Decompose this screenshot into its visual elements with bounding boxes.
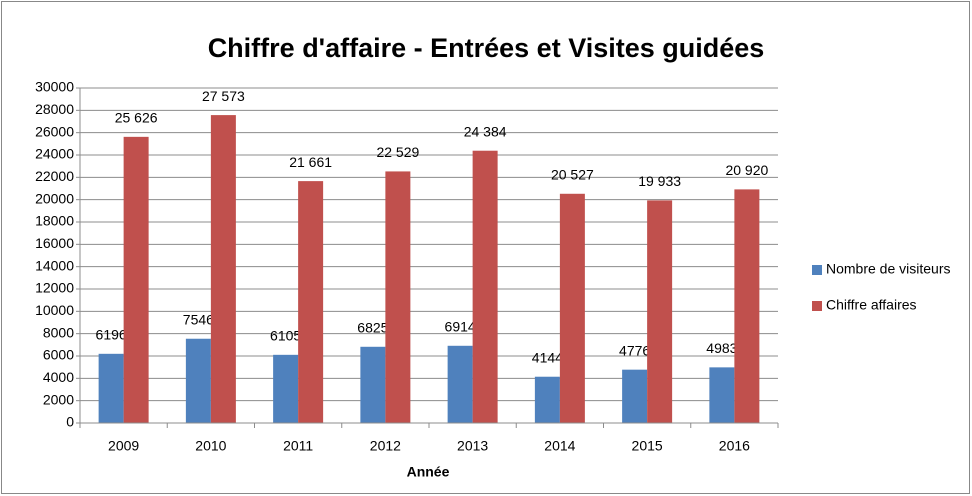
x-tick-label: 2011 (283, 438, 313, 454)
value-label: 4983 (706, 340, 737, 356)
y-tick-label: 12000 (35, 280, 74, 296)
y-tick-label: 30000 (35, 79, 74, 95)
value-label: 27 573 (202, 88, 245, 104)
y-tick-label: 0 (66, 414, 74, 430)
value-label: 6914 (445, 318, 476, 334)
y-tick-label: 26000 (35, 123, 74, 139)
y-tick-label: 4000 (43, 369, 74, 385)
value-label: 25 626 (115, 110, 158, 126)
value-label: 19 933 (638, 173, 681, 189)
value-label: 6105 (270, 328, 301, 344)
x-tick-label: 2013 (457, 438, 488, 454)
y-tick-label: 2000 (43, 391, 74, 407)
x-tick-label: 2009 (108, 438, 139, 454)
y-tick-label: 16000 (35, 235, 74, 251)
bar (210, 115, 236, 423)
value-label: 20 527 (551, 166, 594, 182)
bar (298, 181, 324, 423)
y-tick-label: 20000 (35, 190, 74, 206)
value-label: 7546 (183, 311, 214, 327)
x-tick-label: 2012 (370, 438, 401, 454)
bar (273, 354, 299, 423)
value-label: 20 920 (725, 162, 768, 178)
x-tick-label: 2016 (719, 438, 750, 454)
bar (534, 376, 560, 423)
bar (709, 367, 735, 423)
bar (559, 193, 585, 423)
value-label: 6196 (96, 327, 127, 343)
y-tick-label: 18000 (35, 213, 74, 229)
value-label: 24 384 (464, 123, 507, 139)
legend-label: Nombre de visiteurs (826, 261, 951, 277)
bar (98, 353, 124, 423)
legend-label: Chiffre affaires (826, 297, 917, 313)
chart-title: Chiffre d'affaire - Entrées et Visites g… (208, 33, 765, 63)
legend-swatch (812, 265, 822, 275)
x-tick-label: 2015 (632, 438, 663, 454)
bar (385, 171, 411, 423)
x-axis-label: Année (407, 464, 450, 480)
bar (447, 345, 473, 423)
bar (185, 338, 211, 423)
bar (472, 150, 498, 423)
y-tick-label: 22000 (35, 168, 74, 184)
value-label: 21 661 (289, 154, 332, 170)
bar (360, 346, 386, 423)
value-label: 4144 (532, 349, 563, 365)
bar (647, 200, 673, 423)
value-label: 22 529 (376, 144, 419, 160)
x-tick-label: 2010 (195, 438, 226, 454)
legend-swatch (812, 301, 822, 311)
value-label: 6825 (357, 319, 388, 335)
bar (734, 189, 760, 423)
bar (622, 369, 648, 423)
y-tick-label: 28000 (35, 101, 74, 117)
y-tick-label: 24000 (35, 146, 74, 162)
y-tick-label: 8000 (43, 324, 74, 340)
y-tick-label: 10000 (35, 302, 74, 318)
value-label: 4776 (619, 342, 650, 358)
x-tick-label: 2014 (544, 438, 575, 454)
y-tick-label: 14000 (35, 257, 74, 273)
bar (123, 136, 149, 423)
y-tick-label: 6000 (43, 347, 74, 363)
